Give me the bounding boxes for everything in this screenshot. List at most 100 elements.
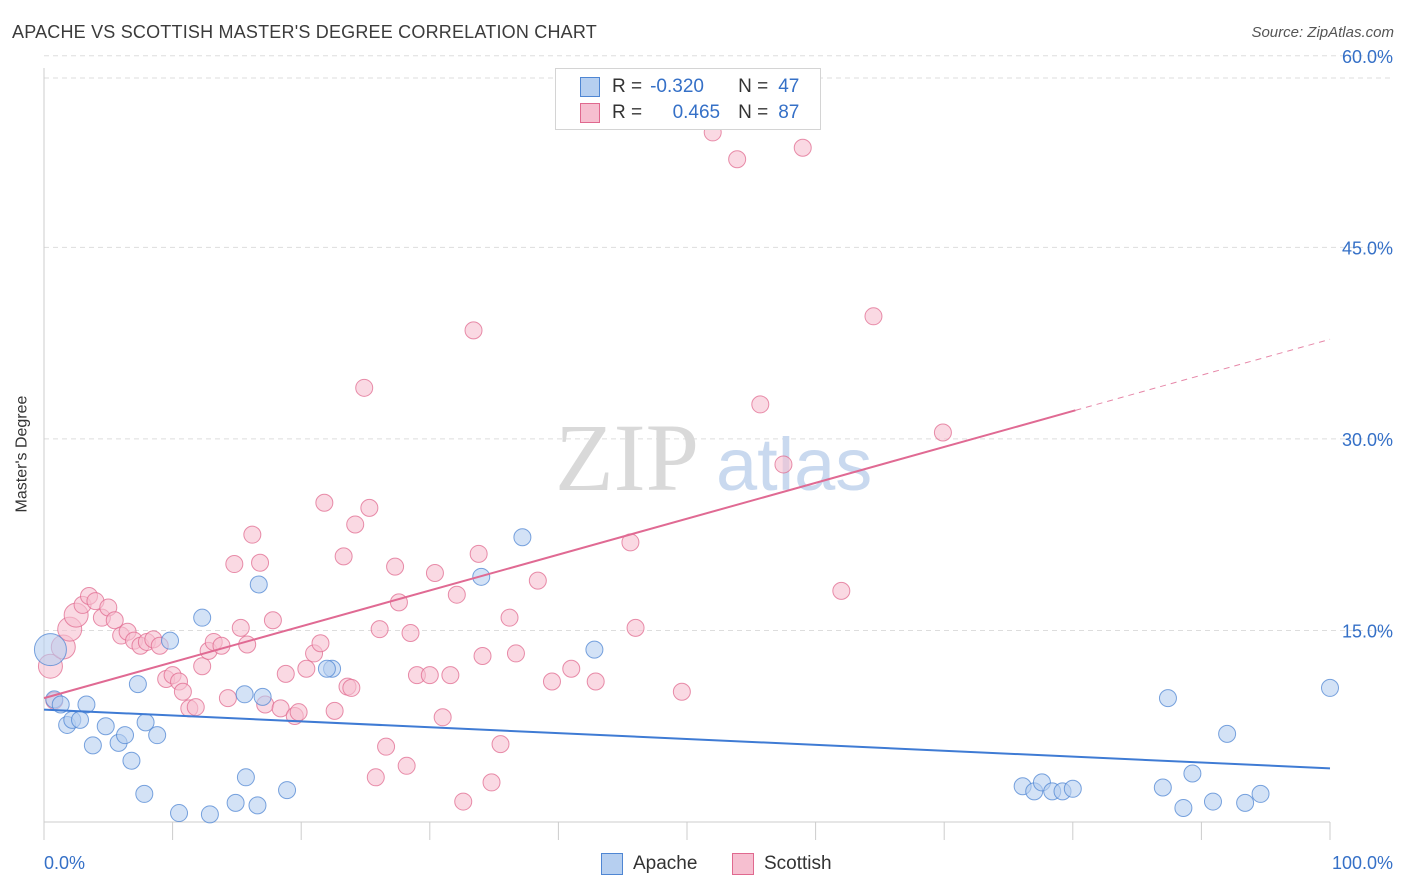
watermark: ZIP atlas	[555, 404, 872, 511]
scottish-point	[506, 644, 525, 663]
apache-point	[235, 685, 254, 704]
source-credit: Source: ZipAtlas.com	[1251, 24, 1394, 41]
scottish-point	[263, 611, 282, 630]
apache-point	[1183, 764, 1202, 783]
x-tick-label-min: 0.0%	[44, 853, 85, 873]
apache-point	[170, 804, 189, 823]
y-tick-label: 30.0%	[1342, 430, 1393, 450]
apache-legend-label: Apache	[633, 853, 698, 874]
scottish-point	[469, 544, 488, 563]
scottish-point	[528, 571, 547, 590]
scottish-point	[360, 498, 379, 517]
apache-point	[253, 687, 272, 706]
apache-point	[128, 675, 147, 694]
x-axis-ticks	[43, 822, 1331, 840]
scottish-point	[491, 735, 510, 754]
apache-trend-line	[43, 708, 1331, 770]
scottish-point	[186, 698, 205, 717]
apache-point	[1158, 689, 1177, 708]
watermark-atlas: atlas	[716, 423, 872, 506]
scottish-point	[225, 555, 244, 574]
scottish-point	[454, 792, 473, 811]
scottish-trend-extension	[1075, 338, 1331, 411]
apache-point	[248, 796, 267, 815]
scottish-point	[366, 768, 385, 787]
y-tick-labels: 15.0% 30.0% 45.0% 60.0%	[1342, 47, 1393, 642]
scottish-r-label: R =	[612, 102, 643, 123]
scottish-point	[342, 678, 361, 697]
apache-point	[96, 717, 115, 736]
bottom-legend-scottish: Scottish	[732, 852, 832, 876]
apache-point	[1203, 792, 1222, 811]
scottish-point	[793, 138, 812, 157]
scottish-r-value: 0.465	[672, 102, 721, 123]
apache-point	[236, 768, 255, 787]
apache-point	[585, 640, 604, 659]
scottish-n-label: N =	[738, 102, 769, 123]
scottish-point	[774, 455, 793, 474]
scottish-point	[500, 608, 519, 627]
scottish-point	[672, 682, 691, 701]
x-tick-label-max: 100.0%	[1332, 853, 1393, 873]
scottish-point	[397, 756, 416, 775]
scottish-point	[238, 635, 257, 654]
scottish-point	[271, 699, 290, 718]
scottish-n-value: 87	[778, 102, 800, 123]
scottish-point	[464, 321, 483, 340]
scottish-point	[562, 659, 581, 678]
scottish-point	[289, 703, 308, 722]
scottish-point	[377, 737, 396, 756]
scottish-point	[173, 682, 192, 701]
scottish-point	[297, 659, 316, 678]
apache-point	[249, 575, 268, 594]
scottish-point	[346, 515, 365, 534]
apache-point	[317, 659, 336, 678]
scottish-point	[193, 657, 212, 676]
apache-point	[1321, 678, 1339, 697]
scottish-trend-line	[43, 409, 1076, 700]
legend-row-apache: R = -0.320 N = 47	[580, 75, 799, 99]
gridlines	[44, 55, 1393, 631]
apache-point	[1153, 778, 1172, 797]
y-tick-label: 60.0%	[1342, 47, 1393, 67]
scottish-point	[420, 666, 439, 685]
apache-point	[135, 784, 154, 803]
scottish-point	[334, 547, 353, 566]
scottish-point	[425, 563, 444, 582]
scottish-point	[355, 378, 374, 397]
bottom-legend-apache: Apache	[601, 852, 697, 876]
scottish-point	[218, 689, 237, 708]
apache-swatch	[580, 77, 600, 97]
scottish-point	[243, 525, 262, 544]
scottish-point	[251, 553, 270, 572]
apache-point	[77, 695, 96, 714]
apache-point	[116, 726, 135, 745]
apache-point	[278, 781, 297, 800]
apache-point	[226, 793, 245, 812]
scottish-point	[276, 664, 295, 683]
legend-row-scottish: R = 0.465 N = 87	[580, 101, 799, 125]
apache-point	[148, 726, 167, 745]
trend-lines	[43, 338, 1331, 770]
apache-point	[1251, 784, 1270, 803]
apache-point	[200, 805, 219, 824]
scottish-point	[447, 585, 466, 604]
scottish-point	[433, 708, 452, 727]
apache-point	[33, 633, 67, 667]
scottish-point	[105, 611, 124, 630]
scottish-point	[370, 620, 389, 639]
scottish-point	[401, 624, 420, 643]
apache-point	[71, 710, 90, 729]
scottish-point	[586, 672, 605, 691]
apache-point	[51, 695, 70, 714]
scottish-point	[864, 307, 883, 326]
apache-legend-swatch	[601, 853, 623, 875]
scottish-point	[325, 701, 344, 720]
scottish-point	[751, 395, 770, 414]
scottish-point	[386, 557, 405, 576]
y-tick-label: 15.0%	[1342, 621, 1393, 641]
scottish-point	[311, 634, 330, 653]
apache-point	[122, 751, 141, 770]
scottish-point	[231, 618, 250, 637]
